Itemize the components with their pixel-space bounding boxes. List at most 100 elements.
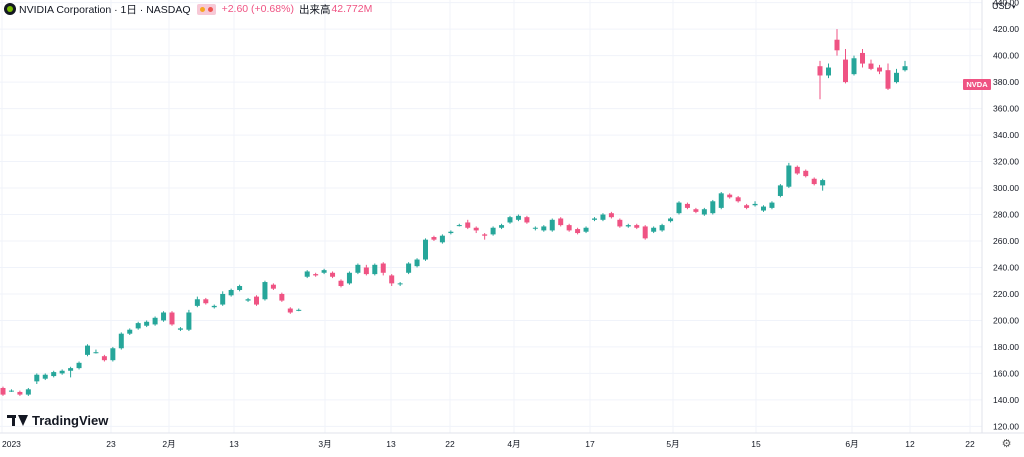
candle [659, 223, 665, 232]
candle-body [902, 66, 908, 71]
candle [203, 297, 209, 305]
chart-grid [0, 0, 982, 433]
candle [592, 217, 597, 222]
candle-body [431, 237, 437, 240]
gear-icon[interactable]: ⚙ [1001, 438, 1012, 450]
candle [279, 292, 285, 302]
indicator-badge[interactable] [196, 3, 216, 15]
candle-body [194, 299, 200, 306]
x-tick-label: 13 [386, 439, 396, 449]
candle [17, 390, 23, 396]
tradingview-logo-text: TradingView [32, 413, 109, 428]
candle [169, 311, 175, 326]
tradingview-logo[interactable]: TradingView [7, 413, 108, 428]
candle-body [389, 275, 395, 284]
candle-body [482, 234, 488, 236]
candle [735, 195, 741, 203]
currency-selector[interactable]: USD▾ [992, 1, 1016, 11]
x-tick-label: 5月 [666, 439, 679, 449]
candle [270, 283, 276, 290]
candle [431, 235, 437, 241]
candle [380, 262, 386, 276]
candle-body [817, 66, 823, 76]
candle-body [93, 352, 99, 354]
y-tick-label: 400.00 [993, 51, 1019, 61]
candle-body [304, 271, 310, 277]
candle [363, 264, 369, 276]
candle [194, 296, 200, 308]
candle-body [718, 193, 724, 208]
candle [885, 63, 891, 91]
x-tick-label: 6月 [845, 439, 858, 449]
candle [868, 59, 874, 71]
candle-body [642, 226, 648, 239]
candle [152, 316, 158, 326]
candle [676, 201, 682, 215]
candle [684, 202, 690, 210]
candle [397, 282, 403, 287]
candle [414, 258, 420, 268]
x-tick-label: 22 [965, 439, 975, 449]
candle [902, 60, 908, 72]
candle-body [338, 280, 344, 287]
candle-body [448, 231, 454, 234]
alert-dot-icon [207, 6, 213, 12]
candle-body [144, 321, 150, 326]
candle-body [693, 209, 699, 212]
candle [304, 270, 310, 279]
candle-body [851, 58, 857, 75]
candle-body [363, 267, 369, 275]
candle-body [803, 170, 809, 177]
candle-body [380, 263, 386, 273]
candle [186, 309, 192, 332]
x-tick-label: 2月 [162, 439, 175, 449]
y-tick-label: 440.00 [993, 0, 1019, 8]
candle [372, 263, 378, 276]
candle [321, 268, 327, 275]
symbol-title[interactable]: NVIDIA Corporation · 1日 · NASDAQ [19, 3, 191, 16]
candle [817, 60, 823, 100]
y-tick-label: 240.00 [993, 262, 1019, 272]
candle [803, 169, 809, 178]
candle [634, 223, 640, 230]
candle-body [101, 356, 107, 361]
candle-body [676, 202, 682, 214]
candle [34, 373, 40, 385]
candle [877, 64, 882, 75]
candle-body [777, 185, 783, 196]
candle-body [152, 317, 158, 325]
candle [608, 211, 614, 219]
candle [59, 369, 65, 375]
candle [761, 205, 766, 212]
candle-body [135, 323, 141, 329]
y-tick-label: 140.00 [993, 395, 1019, 405]
candle-body [355, 264, 361, 273]
candle [549, 218, 555, 232]
candle-body [118, 333, 124, 349]
y-tick-label: 380.00 [993, 77, 1019, 87]
candle [76, 361, 82, 370]
candle [583, 226, 589, 234]
x-tick-label: 2023 [2, 439, 21, 449]
candle-body [499, 225, 505, 228]
y-tick-label: 180.00 [993, 342, 1019, 352]
candle-body [490, 227, 496, 235]
candle-body [532, 227, 538, 229]
candle-body [34, 374, 40, 382]
candle-body [868, 63, 874, 69]
candle-body [220, 293, 226, 305]
candle-body [186, 312, 192, 330]
candle-body [608, 213, 614, 218]
candle-body [600, 214, 606, 220]
candle-body [228, 289, 234, 296]
candle [894, 68, 899, 84]
candle-body [0, 387, 6, 395]
candle [68, 366, 74, 378]
candle [220, 291, 226, 306]
candle-body [515, 215, 521, 220]
candle-body [592, 218, 597, 220]
candle-body [17, 391, 23, 395]
candle [93, 349, 99, 354]
currency-label: USD [992, 1, 1012, 11]
